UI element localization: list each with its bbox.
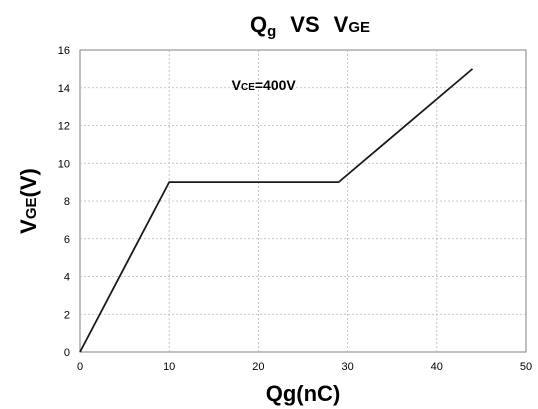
y-axis-title-sub: GE (23, 197, 40, 219)
vce-annotation: VCE=400V (232, 77, 297, 93)
y-tick-label: 6 (64, 234, 70, 246)
x-tick-labels: 0 10 20 30 40 50 (77, 361, 532, 373)
title-vs: VS (290, 12, 319, 37)
title-right: V (334, 12, 349, 37)
x-tick-label: 20 (252, 361, 264, 373)
y-tick-label: 14 (58, 83, 70, 95)
y-tick-label: 2 (64, 309, 70, 321)
x-tick-label: 40 (431, 361, 443, 373)
series-line (79, 68, 474, 353)
title-main-sub: g (267, 23, 276, 40)
x-tick-label: 10 (163, 361, 175, 373)
y-axis-title-suffix: (V) (16, 168, 41, 197)
x-tick-label: 0 (77, 361, 83, 373)
y-tick-label: 12 (58, 121, 70, 133)
y-axis-title: VGE(V) (16, 168, 41, 234)
annotation-suffix: =400V (255, 77, 297, 93)
chart-title: Qg VS VGE (250, 12, 370, 40)
annotation-sub: CE (241, 82, 255, 93)
y-tick-label: 16 (58, 45, 70, 57)
grid-lines (80, 50, 526, 352)
x-axis-title: Qg(nC) (266, 381, 341, 406)
y-tick-label: 10 (58, 158, 70, 170)
series-layer (79, 68, 474, 353)
y-tick-label: 0 (64, 347, 70, 359)
annotation-main: V (232, 77, 242, 93)
y-tick-label: 4 (64, 272, 70, 284)
plot-area (79, 49, 527, 353)
y-tick-labels: 0 2 4 6 8 10 12 14 16 (58, 45, 70, 359)
title-right-sub: GE (348, 19, 370, 36)
x-tick-label: 30 (341, 361, 353, 373)
title-main: Q (250, 12, 267, 37)
x-tick-label: 50 (520, 361, 532, 373)
y-tick-label: 8 (64, 196, 70, 208)
y-axis-title-main: V (16, 219, 41, 234)
